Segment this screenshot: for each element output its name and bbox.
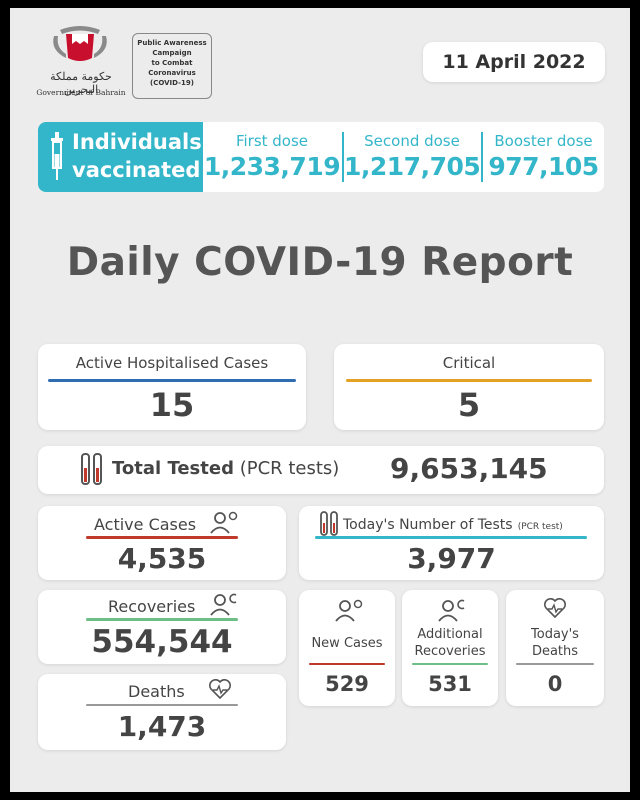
heartbeat-icon bbox=[209, 679, 231, 699]
deaths-card: Deaths 1,473 bbox=[38, 674, 286, 750]
new-cases-underline bbox=[309, 663, 385, 665]
first-dose-label: First dose bbox=[235, 132, 309, 150]
booster-dose-stat: Booster dose 977,105 bbox=[483, 128, 604, 186]
critical-label: Critical bbox=[442, 354, 496, 372]
todays-tests-underline bbox=[315, 536, 587, 539]
new-cases-value: 529 bbox=[325, 672, 369, 696]
hospitalised-underline bbox=[48, 379, 296, 382]
todays-deaths-label: Today's Deaths bbox=[506, 626, 604, 660]
booster-dose-label: Booster dose bbox=[494, 132, 593, 150]
vaccinated-title-line1: Individuals bbox=[72, 130, 202, 154]
active-cases-label: Active Cases bbox=[94, 515, 197, 534]
total-tested-label-suffix: (PCR tests) bbox=[239, 458, 340, 479]
person-virus-icon bbox=[210, 511, 238, 534]
active-cases-underline bbox=[86, 536, 238, 539]
campaign-line: Public Awareness bbox=[137, 39, 207, 47]
todays-deaths-label-line2: Deaths bbox=[531, 644, 579, 659]
new-cases-card: New Cases 529 bbox=[299, 590, 395, 706]
deaths-underline bbox=[86, 704, 238, 706]
government-arabic-text: حكومة مملكة البحرين bbox=[50, 70, 112, 96]
recoveries-underline bbox=[86, 618, 238, 621]
second-dose-value: 1,217,705 bbox=[344, 152, 481, 181]
first-dose-value: 1,233,719 bbox=[203, 152, 341, 181]
todays-tests-label-row: Today's Number of Tests (PCR test) bbox=[343, 514, 563, 533]
additional-recoveries-label: Additional Recoveries bbox=[402, 626, 498, 660]
deaths-label: Deaths bbox=[128, 682, 185, 701]
todays-tests-label: Today's Number of Tests bbox=[343, 517, 513, 533]
person-recovered-icon bbox=[438, 599, 465, 622]
additional-recoveries-label-line1: Additional bbox=[417, 627, 483, 642]
active-cases-value: 4,535 bbox=[117, 542, 207, 575]
total-tested-card: Total Tested (PCR tests) 9,653,145 bbox=[38, 446, 604, 494]
heartbeat-icon bbox=[544, 598, 566, 618]
additional-recoveries-value: 531 bbox=[428, 672, 472, 696]
report-title: Daily COVID-19 Report bbox=[66, 240, 574, 285]
additional-recoveries-label-line2: Recoveries bbox=[414, 644, 486, 659]
divider bbox=[342, 132, 344, 182]
critical-card: Critical 5 bbox=[334, 344, 604, 430]
second-dose-label: Second dose bbox=[364, 132, 460, 150]
hospitalised-card: Active Hospitalised Cases 15 bbox=[38, 344, 306, 430]
todays-deaths-underline bbox=[516, 663, 594, 665]
vaccinated-title-line2: vaccinated bbox=[72, 158, 201, 182]
critical-value: 5 bbox=[457, 386, 481, 424]
todays-deaths-value: 0 bbox=[547, 672, 563, 696]
campaign-badge: Public Awareness Campaign to Combat Coro… bbox=[132, 33, 212, 99]
total-tested-label: Total Tested bbox=[112, 458, 234, 479]
recoveries-label: Recoveries bbox=[108, 597, 196, 616]
test-tube-icon bbox=[320, 511, 338, 536]
todays-deaths-label-line1: Today's bbox=[531, 627, 579, 642]
recoveries-value: 554,544 bbox=[91, 624, 233, 660]
new-cases-label: New Cases bbox=[311, 636, 383, 651]
hospitalised-value: 15 bbox=[149, 386, 195, 424]
vaccinated-header: Individuals vaccinated bbox=[38, 122, 203, 192]
syringe-icon bbox=[51, 132, 63, 180]
booster-dose-value: 977,105 bbox=[488, 152, 599, 181]
hospitalised-label: Active Hospitalised Cases bbox=[75, 354, 269, 372]
report-date: 11 April 2022 bbox=[423, 42, 605, 82]
person-virus-icon bbox=[335, 599, 363, 622]
todays-tests-value: 3,977 bbox=[407, 542, 496, 575]
second-dose-stat: Second dose 1,217,705 bbox=[344, 128, 481, 186]
total-tested-value: 9,653,145 bbox=[390, 452, 548, 485]
divider bbox=[481, 132, 483, 182]
bahrain-crest-icon bbox=[53, 26, 107, 61]
additional-recoveries-underline bbox=[412, 663, 488, 665]
government-english-text: Government of Bahrain bbox=[36, 88, 126, 97]
campaign-line: (COVID-19) bbox=[150, 79, 194, 87]
todays-tests-label-suffix: (PCR test) bbox=[517, 522, 563, 532]
active-cases-card: Active Cases 4,535 bbox=[38, 506, 286, 580]
todays-tests-card: Today's Number of Tests (PCR test) 3,977 bbox=[299, 506, 604, 580]
recoveries-card: Recoveries 554,544 bbox=[38, 590, 286, 664]
campaign-line: to Combat bbox=[151, 59, 193, 67]
vaccination-banner: Individuals vaccinated First dose 1,233,… bbox=[38, 122, 604, 192]
person-recovered-icon bbox=[210, 593, 237, 616]
test-tube-icon bbox=[81, 453, 102, 485]
additional-recoveries-card: Additional Recoveries 531 bbox=[402, 590, 498, 706]
first-dose-stat: First dose 1,233,719 bbox=[203, 128, 341, 186]
deaths-value: 1,473 bbox=[117, 710, 207, 743]
campaign-line: Coronavirus bbox=[148, 69, 196, 77]
campaign-line: Campaign bbox=[152, 49, 192, 57]
todays-deaths-card: Today's Deaths 0 bbox=[506, 590, 604, 706]
critical-underline bbox=[346, 379, 592, 382]
total-tested-label-row: Total Tested (PCR tests) bbox=[112, 458, 339, 479]
